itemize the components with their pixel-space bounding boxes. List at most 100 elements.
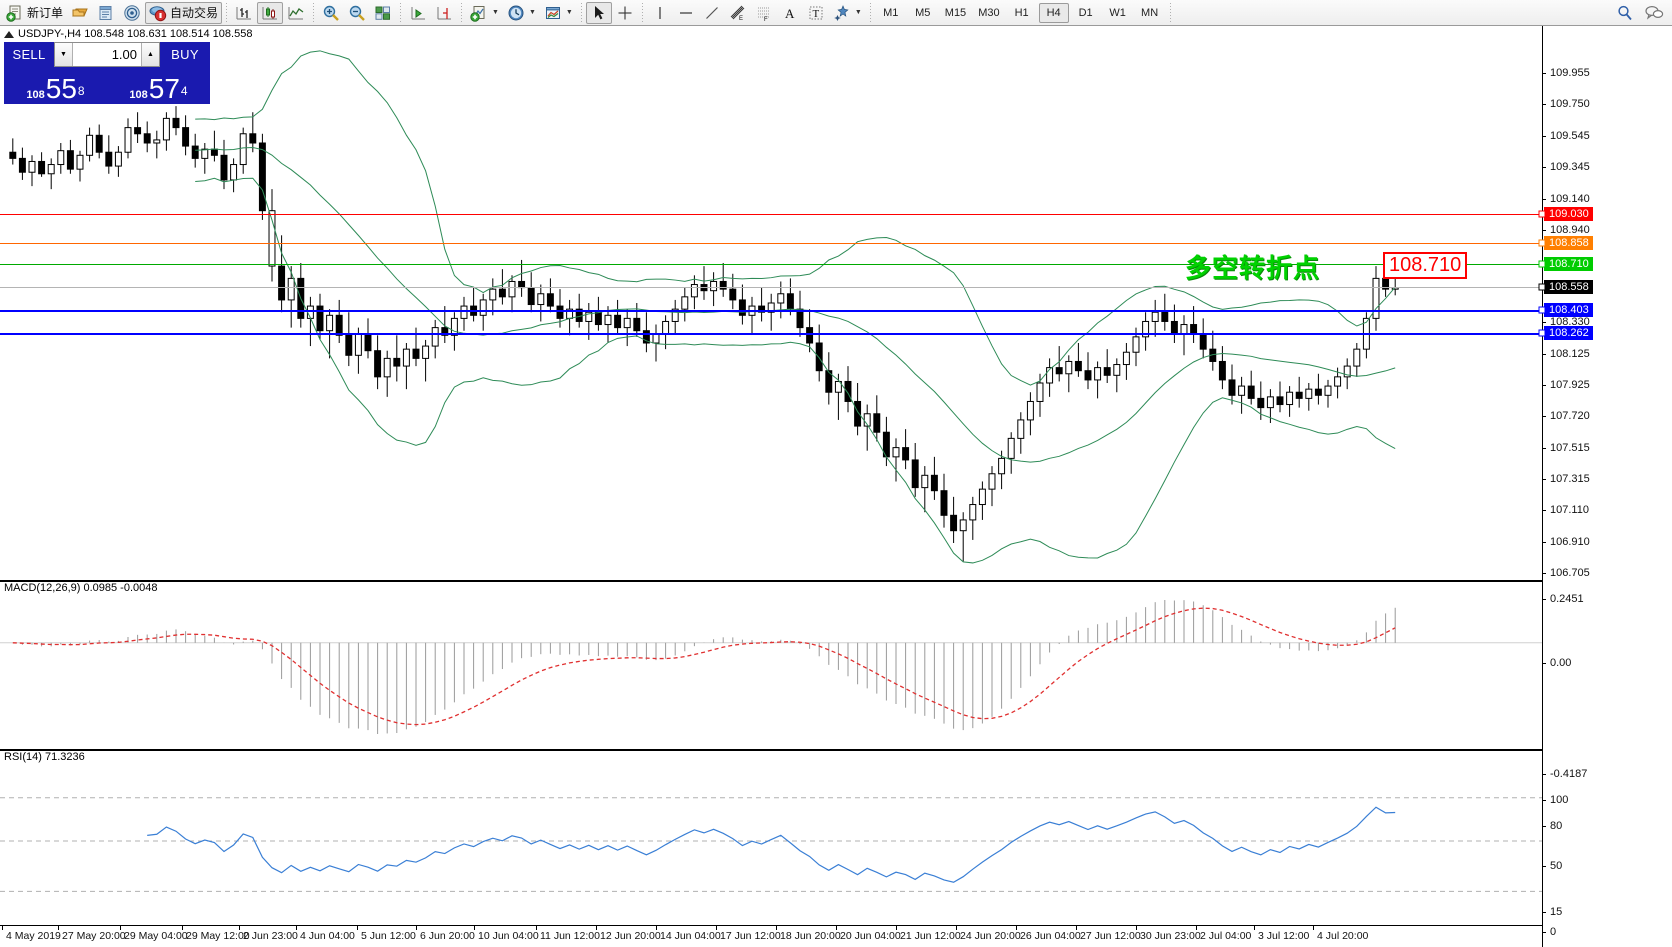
- chart-area[interactable]: USDJPY-,H4 108.548 108.631 108.514 108.5…: [0, 26, 1672, 947]
- price-level-line[interactable]: [0, 333, 1542, 335]
- time-axis-label: 26 Jun 04:00: [1020, 930, 1081, 942]
- price-axis[interactable]: 109.955 109.750 109.545 109.345 109.140 108.9…: [1538, 26, 1672, 947]
- price-tag-108-262[interactable]: 108.262: [1544, 326, 1593, 340]
- buy-button[interactable]: BUY: [160, 42, 210, 67]
- price-axis-label: 107.315: [1550, 473, 1590, 485]
- cursor-button[interactable]: [585, 1, 612, 24]
- chevron-down-icon-2[interactable]: ▼: [528, 9, 536, 16]
- time-axis[interactable]: 4 May 2019 27 May 20:00 29 May 04:00 29 May…: [0, 925, 1542, 947]
- timeframe-m15[interactable]: M15: [944, 6, 967, 19]
- candlestick-chart-button[interactable]: [257, 1, 284, 24]
- volume-down-button[interactable]: ▼: [55, 43, 73, 66]
- price-tag-109-030[interactable]: 109.030: [1544, 207, 1593, 221]
- price-level-line[interactable]: [0, 243, 1542, 244]
- text-label-button[interactable]: T: [803, 2, 829, 24]
- bar-chart-button[interactable]: [231, 2, 257, 24]
- new-order-button[interactable]: 新订单: [2, 2, 67, 24]
- octp-top-row: SELL ▼ 1.00 ▲ BUY: [4, 42, 210, 67]
- search-icon[interactable]: [1616, 4, 1634, 22]
- sell-button[interactable]: SELL: [4, 42, 54, 67]
- chevron-down-icon-4[interactable]: ▼: [854, 9, 862, 16]
- price-tag-108-858[interactable]: 108.858: [1544, 236, 1593, 250]
- price-tag-handle[interactable]: [1538, 260, 1546, 268]
- price-callout-box[interactable]: 108.710: [1383, 252, 1468, 279]
- axis-tick: [1542, 774, 1546, 775]
- timeframe-m30[interactable]: M30: [978, 6, 1000, 19]
- price-tag-handle[interactable]: [1538, 210, 1546, 218]
- auto-scroll-button[interactable]: [405, 2, 431, 24]
- rsi-plot[interactable]: [0, 757, 1542, 925]
- chart-expand-icon[interactable]: [4, 30, 14, 38]
- templates-button[interactable]: ▼: [540, 2, 577, 24]
- time-axis-label: 3 Jul 12:00: [1258, 930, 1310, 942]
- vertical-line-button[interactable]: [647, 2, 673, 24]
- time-tick: [1313, 926, 1314, 930]
- macd-axis-label: 0.2451: [1550, 593, 1584, 605]
- chart-title: USDJPY-,H4 108.548 108.631 108.514 108.5…: [4, 28, 252, 40]
- period-button[interactable]: ▼: [503, 2, 540, 24]
- price-tag-handle[interactable]: [1538, 283, 1546, 291]
- rsi-axis-label: 50: [1550, 860, 1563, 872]
- axis-tick: [1542, 826, 1546, 827]
- chevron-down-icon-3[interactable]: ▼: [565, 9, 573, 16]
- time-tick: [1076, 926, 1077, 930]
- horizontal-line-button[interactable]: [673, 2, 699, 24]
- zoom-out-button[interactable]: [344, 2, 370, 24]
- axis-tick: [1542, 932, 1546, 933]
- one-click-trading-panel[interactable]: SELL ▼ 1.00 ▲ BUY 108 55 8 108 57 4: [4, 42, 210, 104]
- price-tag-handle[interactable]: [1538, 329, 1546, 337]
- line-chart-button[interactable]: [283, 2, 309, 24]
- chevron-down-icon[interactable]: ▼: [492, 9, 499, 16]
- text-button[interactable]: A: [777, 2, 803, 24]
- price-tag-handle[interactable]: [1538, 239, 1546, 247]
- buy-price-display[interactable]: 108 57 4: [107, 67, 210, 104]
- price-tag-handle[interactable]: [1538, 306, 1546, 314]
- buy-price-sup: 4: [180, 84, 188, 98]
- zoom-in-icon: [322, 4, 340, 22]
- buy-price-prefix: 108: [129, 89, 148, 101]
- price-axis-label: 107.925: [1550, 379, 1590, 391]
- price-level-line[interactable]: [0, 264, 1542, 265]
- price-tag-108-558[interactable]: 108.558: [1544, 280, 1593, 294]
- folder-button[interactable]: [67, 2, 93, 24]
- time-axis-label: 4 May 2019: [6, 930, 61, 942]
- tile-windows-button[interactable]: [370, 2, 396, 24]
- price-tag-108-710[interactable]: 108.710: [1544, 257, 1593, 271]
- time-tick: [296, 926, 297, 930]
- fibonacci-button[interactable]: F: [751, 2, 777, 24]
- data-window-button[interactable]: [93, 2, 119, 24]
- zoom-in-button[interactable]: [318, 2, 344, 24]
- price-tag-108-403[interactable]: 108.403: [1544, 303, 1593, 317]
- signal-button[interactable]: [119, 2, 145, 24]
- chat-icon[interactable]: [1644, 4, 1664, 22]
- timeframe-h4[interactable]: H4: [1038, 2, 1069, 23]
- timeframe-m5[interactable]: M5: [915, 6, 931, 19]
- price-level-line[interactable]: [0, 214, 1542, 215]
- price-plot[interactable]: [0, 26, 1542, 582]
- equidistant-channel-button[interactable]: E: [725, 2, 751, 24]
- timeframe-group: M1 M5 M15 M30 H1 H4 D1 W1 MN: [875, 2, 1166, 23]
- price-level-line[interactable]: [0, 310, 1542, 312]
- autotrading-button[interactable]: 自动交易: [145, 1, 223, 24]
- trendline-button[interactable]: [699, 2, 725, 24]
- volume-stepper[interactable]: ▼ 1.00 ▲: [54, 42, 160, 67]
- shapes-button[interactable]: ▼: [829, 2, 866, 24]
- crosshair-button[interactable]: [612, 2, 638, 24]
- price-axis-label: 107.110: [1550, 504, 1589, 516]
- volume-input[interactable]: 1.00: [111, 47, 137, 62]
- timeframe-d1[interactable]: D1: [1078, 6, 1093, 19]
- macd-plot[interactable]: [0, 588, 1542, 748]
- sell-price-display[interactable]: 108 55 8: [4, 67, 107, 104]
- text-icon: A: [781, 4, 799, 22]
- bollinger-upper: [195, 50, 1396, 386]
- chart-shift-button[interactable]: [431, 2, 457, 24]
- timeframe-m1[interactable]: M1: [883, 6, 899, 19]
- price-axis-label: 108.125: [1550, 348, 1590, 360]
- timeframe-mn[interactable]: MN: [1141, 6, 1159, 19]
- turning-point-annotation[interactable]: 多空转折点: [1185, 253, 1321, 283]
- price-level-line[interactable]: [0, 287, 1542, 288]
- timeframe-h1[interactable]: H1: [1014, 6, 1029, 19]
- add-indicator-button[interactable]: ▼: [466, 2, 503, 24]
- volume-up-button[interactable]: ▲: [141, 43, 159, 66]
- timeframe-w1[interactable]: W1: [1109, 6, 1126, 19]
